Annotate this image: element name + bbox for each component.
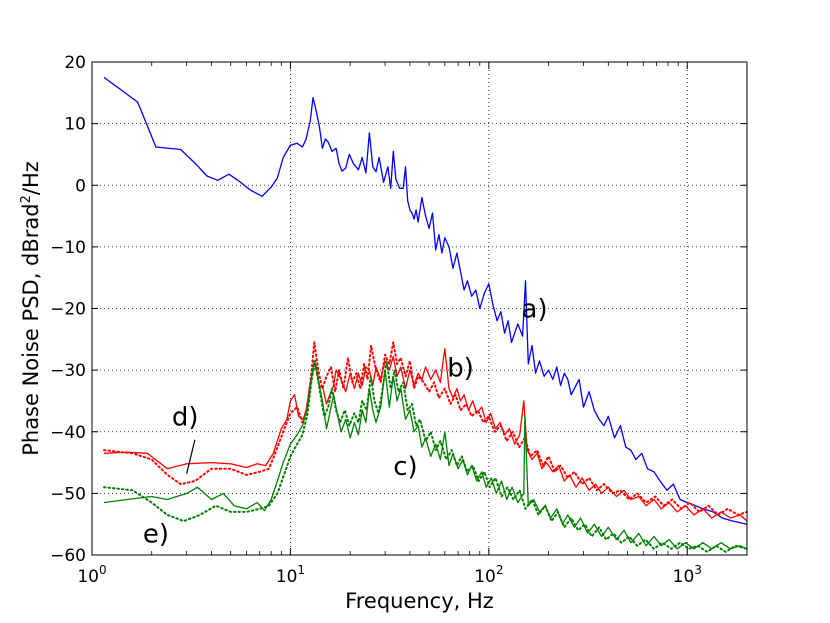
y-tick-label: −10 [50,238,86,258]
y-axis-label: Phase Noise PSD, dBrad2/Hz [19,161,43,456]
curve-label: b) [447,353,474,383]
y-tick-label: −20 [50,300,86,320]
annotations: a) b) c) d) e) [143,295,548,550]
series-line-3 [103,360,748,550]
x-tick-label: 100 [77,563,106,587]
series-line-1 [103,347,748,522]
series-lines [103,76,748,553]
y-tick-label: 20 [64,53,86,73]
y-tick-label: 10 [64,115,86,135]
series-line-4 [103,359,748,553]
curve-label: d) [172,403,199,433]
y-tick-label: −30 [50,361,86,381]
leader-line [186,439,196,474]
y-tick-label: −40 [50,423,86,443]
curve-label: c) [393,452,417,482]
x-tick-label: 103 [673,563,702,587]
y-tick-label: 0 [75,176,86,196]
grid [92,62,747,555]
series-line-2 [103,341,748,516]
x-tick-label: 102 [474,563,503,587]
x-tick-label: 101 [276,563,305,587]
y-tick-label: −50 [50,484,86,504]
series-line-0 [103,76,748,525]
x-axis-label: Frequency, Hz [345,589,494,613]
curve-label: a) [522,295,548,325]
curve-label: e) [143,520,169,550]
y-tick-label: −60 [50,546,86,566]
